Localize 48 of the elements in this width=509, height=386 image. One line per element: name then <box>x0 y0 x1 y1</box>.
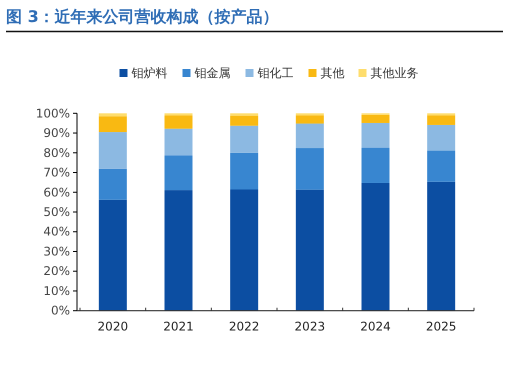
bar <box>164 115 192 129</box>
y-tick-label: 20% <box>43 264 70 278</box>
legend-label: 钼金属 <box>194 66 230 80</box>
bar <box>98 200 127 311</box>
y-tick-label: 60% <box>43 185 70 200</box>
bar <box>362 148 390 183</box>
bar <box>164 190 192 311</box>
y-tick-label: 0% <box>50 304 70 318</box>
bar <box>98 116 127 132</box>
y-tick-label: 100% <box>36 106 70 120</box>
bar <box>230 152 258 190</box>
bar <box>230 126 258 153</box>
bar <box>164 128 192 156</box>
bar <box>98 168 127 200</box>
y-tick-label: 50% <box>43 205 70 219</box>
bar <box>296 124 324 148</box>
bar <box>98 132 127 169</box>
x-tick-label: 2024 <box>360 320 391 334</box>
chart-title: 图 3：近年来公司营收构成（按产品） <box>6 7 279 26</box>
bar <box>296 115 324 124</box>
x-tick-label: 2020 <box>98 320 128 334</box>
bar <box>296 190 324 311</box>
bar <box>362 122 390 148</box>
y-tick-label: 10% <box>43 284 70 298</box>
bar <box>98 113 127 116</box>
bar <box>230 116 258 126</box>
y-tick-label: 70% <box>43 166 70 180</box>
bar <box>164 155 192 190</box>
bar <box>427 115 456 125</box>
y-tick-label: 80% <box>43 146 70 160</box>
bar <box>427 124 456 151</box>
y-tick-label: 30% <box>43 244 70 258</box>
legend-label: 其他 <box>320 66 344 80</box>
x-tick-label: 2022 <box>228 320 260 334</box>
legend-label: 其他业务 <box>370 66 418 80</box>
bar <box>427 182 456 311</box>
bar <box>296 148 324 190</box>
bar <box>230 189 258 311</box>
y-tick-label: 40% <box>43 224 70 239</box>
bar <box>362 114 390 123</box>
legend-label: 钼化工 <box>256 66 294 80</box>
bar <box>427 150 456 182</box>
bar <box>362 182 390 311</box>
x-tick-label: 2023 <box>294 320 326 334</box>
x-tick-label: 2021 <box>163 320 194 334</box>
y-tick-label: 90% <box>43 126 70 140</box>
x-tick-label: 2025 <box>426 320 456 334</box>
legend-label: 钼炉料 <box>130 66 168 80</box>
